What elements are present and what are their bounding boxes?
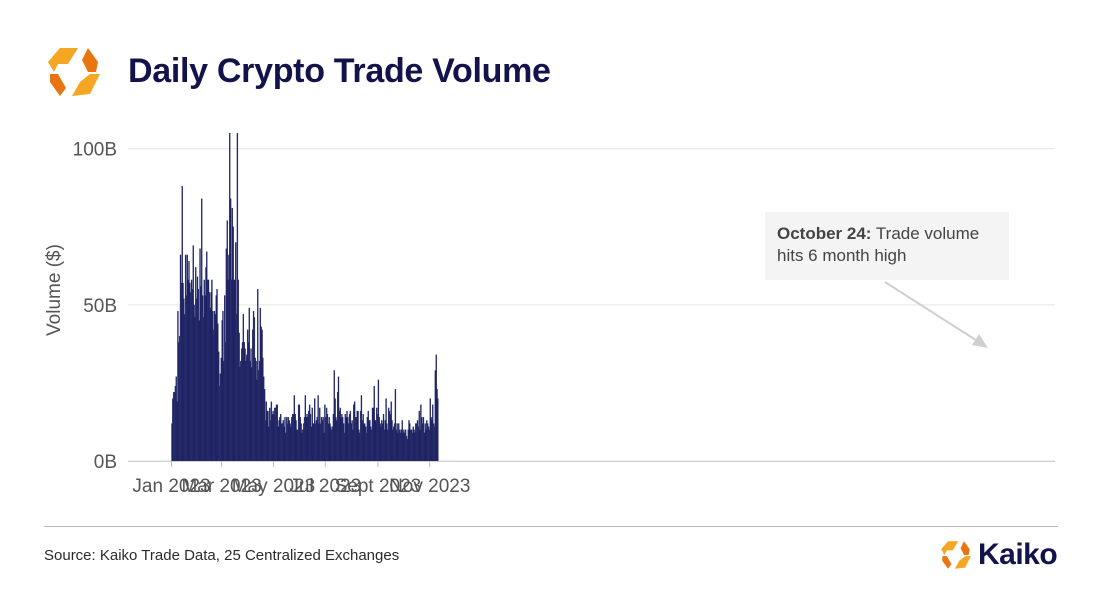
annotation-arrow-head — [972, 334, 988, 348]
x-tick-label: Jan 2023 — [132, 476, 210, 497]
annotation-callout: October 24: Trade volume hits 6 month hi… — [765, 212, 1009, 280]
x-tick-label: Jul 2023 — [289, 476, 361, 497]
kaiko-logo-icon — [48, 48, 100, 96]
kaiko-logo-icon — [941, 541, 971, 569]
volume-bar — [437, 398, 439, 462]
x-tick-label: Nov 2023 — [389, 476, 470, 497]
annotation-date-label: October 24: — [777, 224, 872, 243]
annotation-arrow-icon — [884, 281, 983, 345]
y-axis-title: Volume ($) — [44, 244, 65, 336]
x-tick-label: Sept 2023 — [335, 476, 422, 497]
brand-name: Kaiko — [978, 538, 1058, 571]
annotation-text: Trade volume hits 6 month high — [777, 224, 980, 265]
brand-mark: Kaiko — [940, 536, 1058, 574]
page-title: Daily Crypto Trade Volume — [128, 52, 551, 90]
y-tick-label: 100B — [73, 140, 117, 161]
footer-divider — [44, 526, 1058, 527]
source-note: Source: Kaiko Trade Data, 25 Centralized… — [44, 547, 400, 564]
y-tick-label: 0B — [94, 452, 117, 473]
x-tick-label: May 2023 — [232, 476, 315, 497]
x-tick-label: Mar 2023 — [181, 476, 261, 497]
y-tick-label: 50B — [83, 296, 117, 317]
